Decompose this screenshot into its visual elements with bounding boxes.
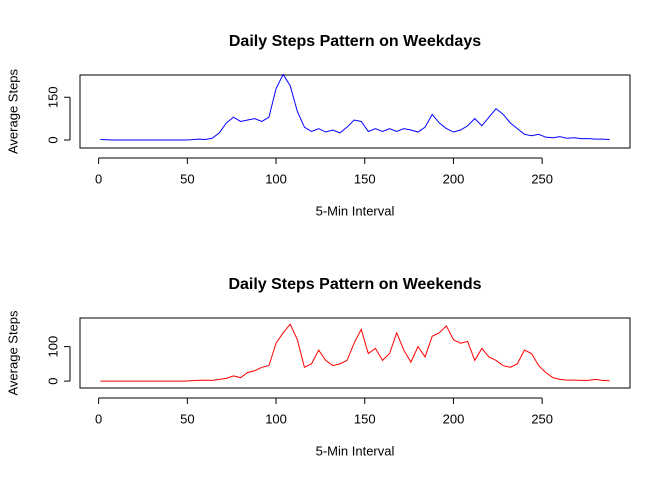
x-axis-label: 5-Min Interval	[316, 443, 395, 458]
x-tick-label: 100	[265, 171, 287, 186]
x-tick-label: 0	[95, 171, 102, 186]
y-tick-label: 0	[45, 136, 60, 143]
plot-box	[79, 317, 631, 389]
x-tick-label: 200	[443, 411, 465, 426]
y-axis-label: Average Steps	[5, 68, 20, 154]
x-tick-label: 100	[265, 411, 287, 426]
y-axis-label: Average Steps	[5, 310, 20, 396]
chart-title: Daily Steps Pattern on Weekends	[228, 276, 481, 293]
data-line	[100, 323, 610, 382]
x-tick-label: 250	[531, 411, 553, 426]
plot-box	[79, 74, 631, 149]
x-tick-label: 150	[354, 411, 376, 426]
y-tick-label: 0	[45, 377, 60, 384]
y-tick-label: 150	[45, 86, 60, 108]
y-tick-label: 100	[45, 336, 60, 358]
x-tick-label: 50	[180, 171, 194, 186]
x-tick-label: 200	[443, 171, 465, 186]
x-tick-label: 50	[180, 411, 194, 426]
chart-title: Daily Steps Pattern on Weekdays	[229, 33, 481, 50]
data-line	[100, 73, 610, 141]
x-tick-label: 250	[531, 171, 553, 186]
x-tick-label: 150	[354, 171, 376, 186]
x-tick-label: 0	[95, 411, 102, 426]
x-axis-label: 5-Min Interval	[316, 203, 395, 218]
